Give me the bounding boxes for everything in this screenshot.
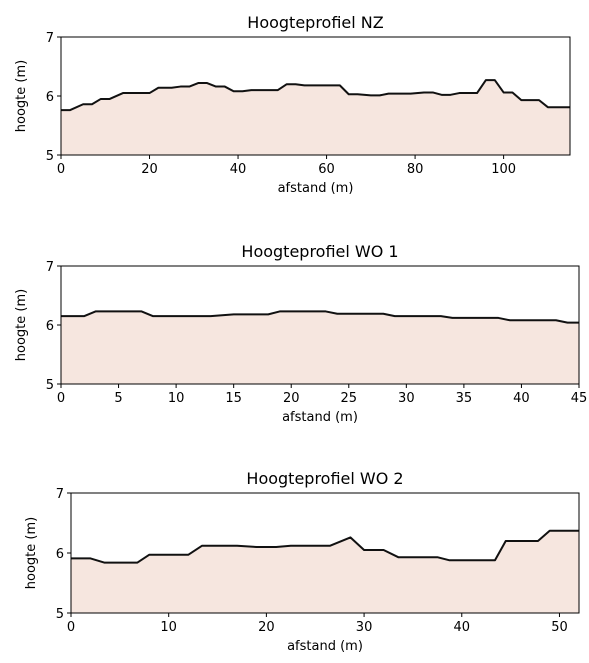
profile-line [61,310,579,324]
y-tick-label: 6 [46,90,54,105]
chart-title: Hoogteprofiel WO 2 [246,469,403,488]
x-tick-label: 30 [398,391,415,406]
profile-line [61,79,570,112]
profile-area [61,80,570,155]
x-tick-label: 10 [168,391,185,406]
x-tick-label: 20 [283,391,300,406]
y-axis-label: hoogte (m) [14,289,29,361]
y-axis-label: hoogte (m) [24,517,39,589]
x-tick-label: 20 [258,620,275,635]
y-tick-label: 7 [46,31,54,46]
profile-line [71,529,579,564]
chart-title: Hoogteprofiel NZ [247,13,383,32]
x-tick-label: 80 [407,162,424,177]
x-tick-label: 20 [141,162,158,177]
x-tick-label: 5 [114,391,122,406]
y-tick-label: 7 [56,487,64,502]
y-tick-label: 5 [46,378,54,393]
chart-3: 0 10 20 30 40 50 5 6 7 Hoogteprofiel WO 2 afstand … [24,469,580,654]
chart-1: 0 20 40 60 80 100 5 6 7 Hoogteprofiel NZ afstand (… [14,13,571,196]
x-tick-label: 0 [67,620,75,635]
x-tick-label: 25 [341,391,358,406]
x-tick-label: 15 [225,391,242,406]
y-tick-label: 7 [46,260,54,275]
x-tick-label: 35 [456,391,473,406]
x-tick-label: 40 [230,162,247,177]
y-tick-label: 5 [56,607,64,622]
x-tick-label: 40 [453,620,470,635]
y-tick-label: 6 [56,547,64,562]
x-tick-label: 10 [160,620,177,635]
x-tick-label: 60 [318,162,335,177]
x-tick-label: 40 [513,391,530,406]
x-axis-label: afstand (m) [278,181,354,196]
profile-area [61,311,579,384]
x-tick-label: 0 [57,391,65,406]
chart-title: Hoogteprofiel WO 1 [241,242,398,261]
y-axis-label: hoogte (m) [14,60,29,132]
x-tick-label: 30 [356,620,373,635]
y-tick-label: 5 [46,149,54,164]
x-tick-label: 50 [551,620,568,635]
profile-area [71,530,579,613]
x-axis-label: afstand (m) [282,410,358,425]
x-tick-label: 45 [571,391,588,406]
x-tick-label: 0 [57,162,65,177]
y-tick-label: 6 [46,319,54,334]
x-axis-label: afstand (m) [287,639,363,654]
x-tick-label: 100 [491,162,516,177]
